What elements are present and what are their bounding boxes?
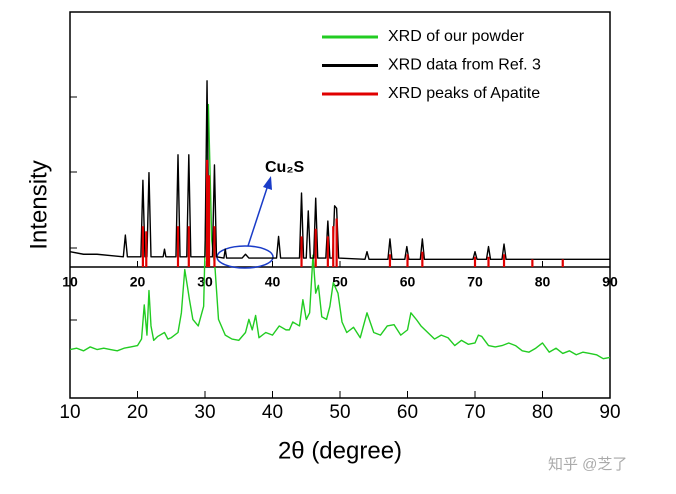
- x-tick-label: 40: [262, 402, 283, 423]
- data-line: [69, 103, 611, 360]
- legend-label: XRD data from Ref. 3: [388, 57, 541, 74]
- x-tick-label: 10: [59, 402, 80, 423]
- x-tick-label: 60: [400, 274, 416, 290]
- watermark: 知乎 @芝了: [548, 456, 627, 473]
- x-tick-label: 70: [464, 402, 485, 423]
- arrow-head: [263, 176, 272, 190]
- x-tick-label: 90: [599, 402, 620, 423]
- x-tick-label: 60: [397, 402, 418, 423]
- x-tick-label: 30: [194, 402, 215, 423]
- x-tick-label: 20: [127, 402, 148, 423]
- x-tick-label: 10: [62, 274, 78, 290]
- x-tick-label: 70: [467, 274, 483, 290]
- annotation: Cu₂S: [265, 159, 304, 176]
- x-tick-label: 90: [602, 274, 618, 290]
- annotation-arrow: [247, 184, 269, 247]
- x-tick-label: 80: [532, 402, 553, 423]
- x-tick-label: 50: [329, 402, 350, 423]
- y-axis-label: Intensity: [25, 160, 52, 249]
- x-tick-label: 50: [332, 274, 348, 290]
- x-tick-label: 30: [197, 274, 213, 290]
- x-tick-label: 40: [265, 274, 281, 290]
- data-line: [69, 80, 610, 261]
- x-tick-label: 20: [130, 274, 146, 290]
- x-tick-label: 80: [535, 274, 551, 290]
- legend-label: XRD of our powder: [388, 28, 525, 45]
- legend-label: XRD peaks of Apatite: [388, 85, 540, 102]
- x-axis-label: 2θ (degree): [278, 437, 402, 464]
